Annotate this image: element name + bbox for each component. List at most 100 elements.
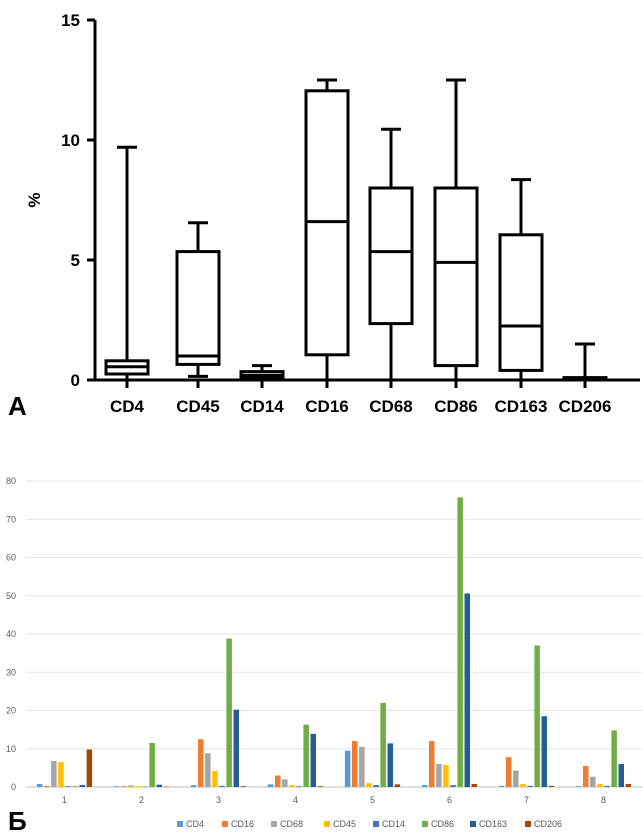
legend-swatch-cd163 xyxy=(470,821,476,827)
box-cd68 xyxy=(368,127,414,382)
legend-label-cd45: CD45 xyxy=(333,819,356,829)
bar-cd86-4 xyxy=(303,724,309,787)
bar-cd163-7 xyxy=(541,716,547,787)
legend-swatch-cd14 xyxy=(373,821,379,827)
bar-cd14-3 xyxy=(219,785,225,787)
box-cd45 xyxy=(175,221,221,378)
y-tick-label: 80 xyxy=(6,476,16,486)
bar-cd14-8 xyxy=(604,785,610,787)
x-tick-label: 5 xyxy=(370,795,375,805)
bar-cd206-1 xyxy=(86,749,93,787)
y-tick-label: 5 xyxy=(71,251,80,270)
bar-cd86-7 xyxy=(534,645,540,787)
bar-cd16-4 xyxy=(275,775,281,787)
bar-cd16-7 xyxy=(506,757,512,787)
bar-cd16-2 xyxy=(121,786,127,787)
bar-cd45-7 xyxy=(520,783,526,787)
x-tick-label: 2 xyxy=(139,795,144,805)
bar-cd163-6 xyxy=(464,593,470,787)
x-tick-label: CD16 xyxy=(305,397,348,416)
bar-cd68-3 xyxy=(205,753,211,787)
bar-cd45-6 xyxy=(443,764,449,787)
bar-cd45-8 xyxy=(597,783,603,787)
bar-cd14-4 xyxy=(296,786,302,787)
x-tick-label: CD163 xyxy=(495,397,548,416)
bar-cd4-7 xyxy=(498,785,505,787)
y-tick-label: 15 xyxy=(61,11,80,30)
bar-cd86-3 xyxy=(226,638,232,787)
x-axis-ticks: CD4 CD45 CD14 CD16 CD68 CD86 CD163 CD206 xyxy=(110,380,611,416)
x-tick-label: 1 xyxy=(62,795,67,805)
bar-cd206-5 xyxy=(394,784,401,787)
bar-cd68-8 xyxy=(590,776,596,787)
y-tick-label: 60 xyxy=(6,553,16,563)
legend-label-cd206: CD206 xyxy=(534,819,562,829)
box-cd86 xyxy=(433,78,479,382)
bar-cd68-7 xyxy=(513,770,519,787)
y-tick-label: 20 xyxy=(6,706,16,716)
bar-cd4-3 xyxy=(190,785,197,787)
bar-cd86-6 xyxy=(457,497,463,787)
x-tick-label: 6 xyxy=(447,795,452,805)
x-tick-label: CD14 xyxy=(240,397,284,416)
x-tick-label: 7 xyxy=(524,795,529,805)
legend-swatch-cd16 xyxy=(222,821,228,827)
bar-cd68-6 xyxy=(436,764,442,787)
bar-cd4-8 xyxy=(575,786,582,787)
legend-label-cd16: CD16 xyxy=(231,819,254,829)
y-axis-ticks: 0 5 10 15 xyxy=(61,11,95,390)
legend-swatch-cd86 xyxy=(422,821,428,827)
legend: CD4 CD16 CD68 CD45 CD14 CD86 CD163 CD206 xyxy=(177,819,562,829)
bar-cd4-4 xyxy=(267,784,274,787)
bar-cd86-1 xyxy=(72,786,78,787)
x-tick-label: CD86 xyxy=(434,397,477,416)
bar-cd86-8 xyxy=(611,730,617,787)
bar-cd16-5 xyxy=(352,741,358,787)
bar-cd68-2 xyxy=(128,785,134,787)
y-tick-label: 0 xyxy=(71,371,80,390)
box-iqr xyxy=(368,186,414,326)
bar-cd14-1 xyxy=(65,786,71,787)
box-iqr xyxy=(498,233,544,372)
legend-swatch-cd4 xyxy=(177,821,183,827)
panel-a-label: А xyxy=(8,391,27,421)
panel-b-label: Б xyxy=(8,806,27,833)
x-tick-label: CD4 xyxy=(110,397,145,416)
x-tick-label: CD45 xyxy=(176,397,219,416)
bar-cd163-1 xyxy=(79,785,85,787)
legend-swatch-cd68 xyxy=(271,821,277,827)
legend-label-cd86: CD86 xyxy=(431,819,454,829)
bar-cd4-5 xyxy=(344,750,351,787)
bar-cd206-2 xyxy=(163,786,170,788)
bar-cd68-1 xyxy=(51,760,57,787)
bar-cd68-4 xyxy=(282,779,288,787)
box-cd14 xyxy=(239,364,285,382)
y-axis-label: % xyxy=(25,192,44,207)
bar-cd14-6 xyxy=(450,785,456,787)
bar-cd16-3 xyxy=(198,739,204,787)
x-tick-label: 3 xyxy=(216,795,221,805)
y-tick-label: 10 xyxy=(6,744,16,754)
bar-cd163-4 xyxy=(310,733,316,787)
x-tick-label: 8 xyxy=(601,795,606,805)
bar-cd68-5 xyxy=(359,746,365,787)
bar-cd206-8 xyxy=(625,783,632,787)
y-tick-label: 30 xyxy=(6,667,16,677)
y-tick-label: 70 xyxy=(6,514,16,524)
bar-cd16-8 xyxy=(583,765,589,787)
legend-label-cd68: CD68 xyxy=(280,819,303,829)
bar-cd45-1 xyxy=(58,762,64,787)
gridlines xyxy=(26,480,642,788)
bar-cd163-8 xyxy=(618,764,624,787)
box-cd206 xyxy=(562,342,608,382)
box-iqr xyxy=(433,186,479,368)
bar-cd16-6 xyxy=(429,741,435,787)
legend-label-cd4: CD4 xyxy=(186,819,204,829)
bar-cd14-2 xyxy=(142,786,148,788)
boxes xyxy=(104,78,608,382)
box-cd163 xyxy=(498,178,544,382)
bar-cd163-5 xyxy=(387,743,393,787)
y-tick-label: 0 xyxy=(11,782,16,792)
